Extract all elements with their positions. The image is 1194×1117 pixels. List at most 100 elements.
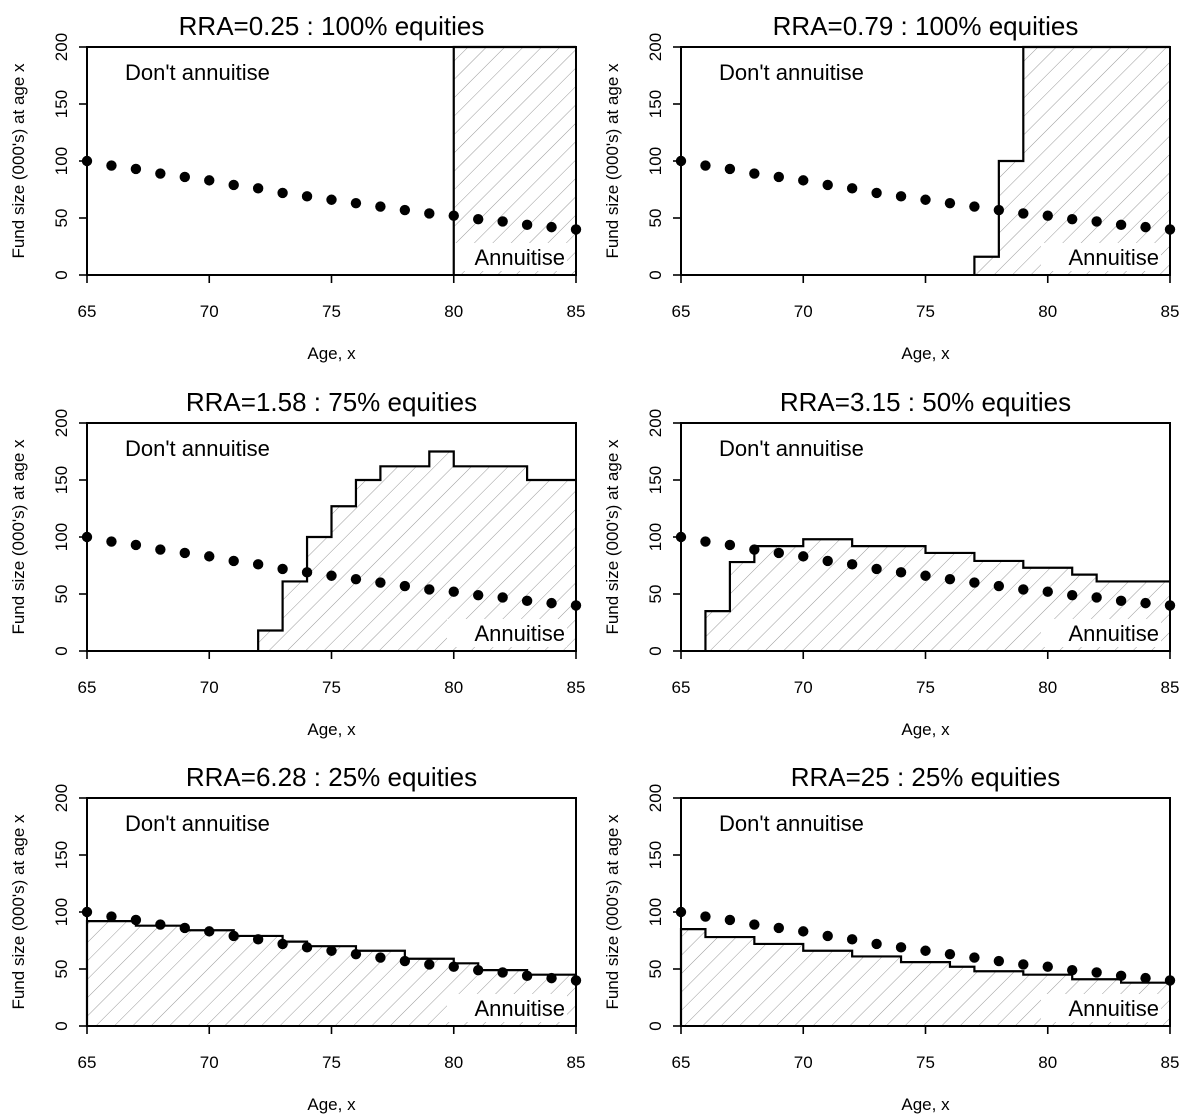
region-label-upper: Don't annuitise <box>719 436 864 461</box>
x-tick-label: 65 <box>78 678 97 697</box>
fund-size-point <box>700 160 711 171</box>
fund-size-point <box>473 213 484 225</box>
fund-size-point <box>1140 597 1151 609</box>
x-tick-label: 80 <box>444 1053 463 1072</box>
fund-size-point <box>497 592 508 603</box>
fund-size-point <box>822 179 833 191</box>
fund-size-point <box>993 580 1005 592</box>
chart-panel: RRA=3.15 : 50% equities Don't annuitise An… <box>603 387 1179 739</box>
fund-size-point <box>749 919 760 930</box>
fund-size-point <box>521 219 533 231</box>
chart-panel: RRA=25 : 25% equities Don't annuitise Annu… <box>603 762 1179 1114</box>
fund-size-point <box>473 589 484 601</box>
y-axis-label: Fund size (000's) at age x <box>9 63 28 259</box>
fund-size-point <box>399 955 411 967</box>
x-tick-label: 65 <box>672 302 691 321</box>
x-tick-label: 85 <box>1161 1053 1180 1072</box>
fund-size-point <box>473 964 484 976</box>
y-tick-label: 200 <box>646 784 665 812</box>
fund-size-point <box>448 586 459 597</box>
y-tick-label: 0 <box>52 270 71 279</box>
fund-size-point <box>106 536 117 547</box>
decision-boundary-line <box>704 538 1170 651</box>
decision-boundary-line <box>679 927 1170 1026</box>
region-label-background <box>447 243 567 271</box>
fund-size-point <box>350 948 362 960</box>
region-label-upper: Don't annuitise <box>125 811 270 836</box>
chart-title: RRA=25 : 25% equities <box>791 762 1061 792</box>
x-tick-label: 70 <box>200 678 219 697</box>
x-tick-label: 85 <box>567 302 586 321</box>
x-tick-label: 75 <box>322 678 341 697</box>
fund-size-point <box>252 934 264 945</box>
y-axis-label: Fund size (000's) at age x <box>603 814 622 1010</box>
region-label-lower: Annuitise <box>1068 996 1159 1021</box>
y-tick-label: 100 <box>646 147 665 175</box>
fund-size-point <box>773 171 784 183</box>
x-tick-label: 80 <box>1038 1053 1057 1072</box>
fund-size-point <box>1091 967 1102 978</box>
x-axis-label: Age, x <box>901 720 950 739</box>
y-tick-label: 150 <box>52 841 71 869</box>
fund-size-point <box>920 945 931 956</box>
y-tick-label: 150 <box>52 466 71 494</box>
y-tick-label: 50 <box>646 960 665 979</box>
fund-size-point <box>204 926 215 937</box>
region-label-background <box>1041 619 1161 647</box>
fund-size-point <box>375 201 386 212</box>
fund-size-point <box>375 952 386 963</box>
x-tick-label: 85 <box>567 1053 586 1072</box>
fund-size-point <box>1140 972 1151 984</box>
region-label-background <box>447 994 567 1022</box>
fund-size-point <box>301 567 313 578</box>
fund-size-point <box>546 972 557 984</box>
y-tick-label: 200 <box>52 409 71 437</box>
chart-title: RRA=0.25 : 100% equities <box>179 11 485 41</box>
x-tick-label: 80 <box>1038 302 1057 321</box>
annuitise-region <box>258 451 576 651</box>
fund-size-point <box>1115 219 1127 231</box>
x-tick-label: 65 <box>78 1053 97 1072</box>
y-tick-label: 100 <box>646 523 665 551</box>
x-tick-label: 85 <box>567 678 586 697</box>
x-tick-label: 65 <box>672 678 691 697</box>
chart-panel: RRA=0.25 : 100% equities Don't annuitise A… <box>9 11 585 363</box>
fund-size-point <box>798 926 809 937</box>
x-tick-label: 70 <box>794 678 813 697</box>
x-tick-label: 80 <box>1038 678 1057 697</box>
fund-size-point <box>179 171 190 183</box>
fund-size-point <box>1018 584 1029 595</box>
fund-size-point <box>1091 216 1102 227</box>
fund-size-point <box>326 945 337 956</box>
fund-size-point <box>895 567 907 578</box>
y-tick-label: 100 <box>646 898 665 926</box>
fund-size-point <box>944 573 956 585</box>
fund-size-point <box>1042 210 1053 221</box>
region-label-upper: Don't annuitise <box>719 811 864 836</box>
fund-size-point <box>521 970 533 982</box>
fund-size-point <box>399 204 411 216</box>
x-tick-label: 75 <box>916 1053 935 1072</box>
fund-size-point <box>871 187 882 199</box>
fund-size-point <box>1091 592 1102 603</box>
fund-size-point <box>546 221 557 233</box>
y-tick-label: 100 <box>52 898 71 926</box>
fund-size-point <box>106 911 117 922</box>
x-tick-label: 75 <box>916 678 935 697</box>
fund-size-point <box>497 216 508 227</box>
fund-size-point <box>724 539 736 551</box>
x-tick-label: 65 <box>672 1053 691 1072</box>
fund-size-point <box>277 563 288 575</box>
fund-size-point <box>155 168 166 179</box>
fund-size-point <box>846 934 858 945</box>
x-tick-label: 70 <box>200 1053 219 1072</box>
fund-size-point <box>920 570 931 581</box>
fund-size-point <box>277 938 288 950</box>
fund-size-point <box>871 563 882 575</box>
fund-size-point <box>130 163 142 175</box>
fund-size-point <box>944 948 956 960</box>
fund-size-point <box>228 179 239 191</box>
y-tick-label: 0 <box>646 1021 665 1030</box>
y-tick-label: 200 <box>646 33 665 61</box>
fund-size-point <box>252 183 264 194</box>
